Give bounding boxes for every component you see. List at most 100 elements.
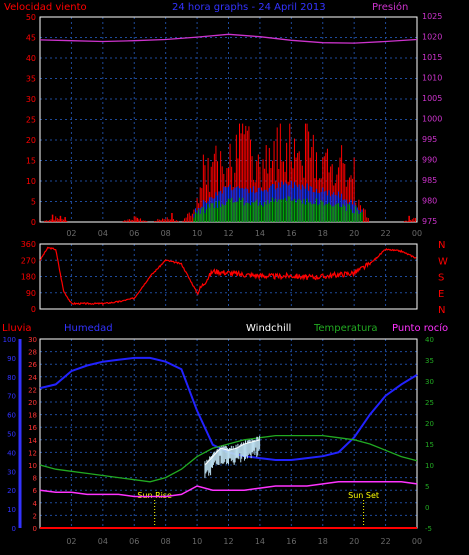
rain-axis-tick: 90 <box>7 355 16 363</box>
humidity-axis-tick: 4 <box>33 500 38 508</box>
rain-axis-tick: 0 <box>12 525 16 533</box>
pressure-axis-tick: 995 <box>422 135 437 144</box>
humidity-label: Humedad <box>64 323 113 334</box>
temperature-axis-tick: 20 <box>425 420 434 428</box>
temperature-axis-tick: 0 <box>425 504 429 512</box>
hour-tick: 04 <box>98 537 108 546</box>
sun-set-label: Sun Set <box>348 491 379 500</box>
rain-axis-tick: 30 <box>7 468 16 476</box>
rain-axis-tick: 60 <box>7 412 16 420</box>
humidity-axis-tick: 18 <box>28 412 37 420</box>
wind-axis-tick: 30 <box>26 95 36 104</box>
pressure-axis-tick: 1000 <box>422 115 442 124</box>
temperature-axis-tick: 30 <box>425 378 434 386</box>
humidity-axis-tick: 30 <box>28 336 37 344</box>
humidity-axis-tick: 12 <box>28 449 37 457</box>
wind-average-series <box>193 196 363 222</box>
wind-pressure-panel: 0510152025303540455097598098599099510001… <box>26 12 443 238</box>
direction-axis-tick: 180 <box>21 273 36 282</box>
humidity-axis-tick: 2 <box>33 512 37 520</box>
dewpoint-line <box>39 481 418 498</box>
hour-tick: 10 <box>192 229 202 238</box>
compass-letter: N <box>438 305 445 316</box>
rain-axis-tick: 40 <box>7 449 16 457</box>
temperature-line <box>39 434 418 483</box>
rain-axis-tick: 20 <box>7 487 16 495</box>
hour-tick: 18 <box>318 537 328 546</box>
compass-letter: N <box>438 240 445 251</box>
pressure-axis-tick: 985 <box>422 176 437 185</box>
wind-axis-tick: 10 <box>26 177 36 186</box>
hour-tick: 22 <box>380 537 390 546</box>
rain-axis-tick: 50 <box>7 431 16 439</box>
compass-letter: S <box>438 273 444 284</box>
direction-axis-tick: 360 <box>21 240 36 249</box>
direction-axis-tick: 270 <box>21 256 36 265</box>
hour-tick: 20 <box>349 537 359 546</box>
rain-axis-tick: 100 <box>3 336 16 344</box>
wind-axis-tick: 40 <box>26 54 36 63</box>
hour-tick: 00 <box>412 537 422 546</box>
windchill-line <box>204 439 261 466</box>
wind-axis-tick: 35 <box>26 75 36 84</box>
hour-tick: 22 <box>380 229 390 238</box>
rain-axis-tick: 70 <box>7 393 16 401</box>
temperature-humidity-panel: 0102030405060708090100024681012141618202… <box>3 336 434 546</box>
hour-tick: 06 <box>129 537 139 546</box>
sun-rise-label: Sun Rise <box>137 491 172 500</box>
pressure-axis-tick: 1020 <box>422 33 442 42</box>
wind-axis-tick: 45 <box>26 34 36 43</box>
direction-axis-tick: 90 <box>26 289 36 298</box>
hour-tick: 20 <box>349 229 359 238</box>
pressure-label: Presión <box>372 1 408 13</box>
hour-tick: 12 <box>223 229 233 238</box>
direction-axis-tick: 0 <box>31 305 36 314</box>
wind-direction-line <box>39 246 417 307</box>
temperature-axis-tick: 15 <box>425 441 434 449</box>
chart-title: 24 hora graphs - 24 April 2013 <box>172 2 326 13</box>
hour-tick: 10 <box>192 537 202 546</box>
rain-label: Lluvia <box>2 323 32 334</box>
rain-axis-tick: 10 <box>7 506 16 514</box>
hour-tick: 14 <box>255 229 265 238</box>
p2-frame <box>39 243 418 310</box>
pressure-line <box>39 33 418 44</box>
humidity-axis-tick: 6 <box>33 487 38 495</box>
hour-tick: 08 <box>161 537 171 546</box>
dewpoint-label: Punto rocío <box>392 322 448 334</box>
hour-tick: 16 <box>286 537 296 546</box>
wind-axis-tick: 25 <box>26 116 36 125</box>
wind-axis-tick: 15 <box>26 157 36 166</box>
pressure-axis-tick: 990 <box>422 156 437 165</box>
temperature-axis-tick: 35 <box>425 357 434 365</box>
temperature-axis-tick: 5 <box>425 483 429 491</box>
temperature-axis-tick: 40 <box>425 336 434 344</box>
humidity-axis-tick: 10 <box>28 462 37 470</box>
pressure-axis-tick: 1015 <box>422 53 442 62</box>
hour-tick: 18 <box>318 229 328 238</box>
humidity-axis-tick: 24 <box>28 374 37 382</box>
hour-tick: 04 <box>98 229 108 238</box>
rain-axis-tick: 80 <box>7 374 16 382</box>
pressure-axis-tick: 1005 <box>422 94 442 103</box>
hour-tick: 12 <box>223 537 233 546</box>
temperature-axis-tick: -5 <box>425 525 432 533</box>
hour-tick: 08 <box>161 229 171 238</box>
pressure-axis-tick: 1010 <box>422 74 442 83</box>
wind-axis-tick: 0 <box>31 218 36 227</box>
humidity-axis-tick: 8 <box>33 475 37 483</box>
hour-tick: 02 <box>66 229 76 238</box>
humidity-axis-tick: 0 <box>33 525 37 533</box>
wind-axis-tick: 20 <box>26 136 36 145</box>
temperature-axis-tick: 10 <box>425 462 434 470</box>
pressure-axis-tick: 975 <box>422 217 437 226</box>
wind-axis-tick: 50 <box>26 13 36 22</box>
compass-letter: W <box>438 256 448 267</box>
wind-speed-label: Velocidad viento <box>4 2 87 13</box>
humidity-axis-tick: 26 <box>28 361 37 369</box>
humidity-axis-tick: 14 <box>28 437 37 445</box>
wind-axis-tick: 5 <box>31 198 36 207</box>
